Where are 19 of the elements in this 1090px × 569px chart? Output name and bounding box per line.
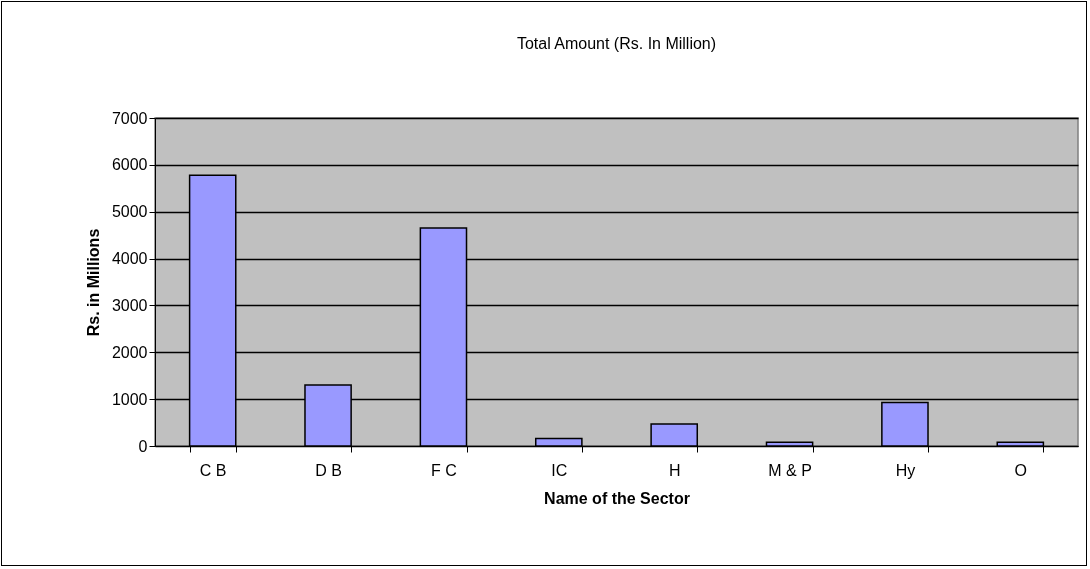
x-tick-label: C B (199, 461, 227, 479)
x-tick-label: IC (551, 461, 568, 479)
chart-title: Total Amount (Rs. In Million) (516, 35, 717, 52)
y-axis-title: Rs. in Millions (84, 228, 102, 337)
y-tick-label: 1000 (111, 390, 148, 408)
x-tick-label: O (1014, 461, 1028, 479)
y-tick-label: 6000 (111, 156, 148, 174)
x-tick-label: F C (431, 461, 457, 479)
y-tick-label: 3000 (111, 296, 148, 314)
y-tick-label: 2000 (111, 343, 148, 361)
y-tick-label: 0 (138, 437, 148, 455)
x-tick-label: D B (315, 461, 342, 479)
x-tick-label: M & P (768, 461, 812, 479)
x-tick-label: H (668, 461, 681, 479)
x-tick-label: Hy (895, 461, 916, 479)
x-axis-title: Name of the Sector (544, 489, 690, 507)
y-tick-label: 4000 (111, 250, 148, 268)
y-tick-label: 7000 (111, 109, 148, 127)
y-tick-label: 5000 (111, 203, 148, 221)
